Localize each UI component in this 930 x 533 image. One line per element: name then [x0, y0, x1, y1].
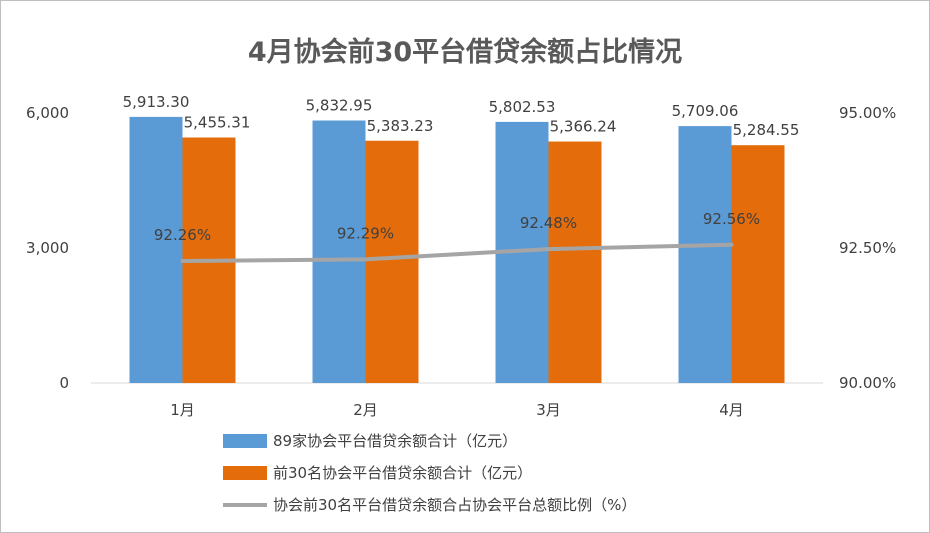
bars — [129, 116, 785, 384]
data-labels: 5,913.30 5,455.31 5,832.95 5,383.23 5,802.53… — [123, 93, 800, 244]
x-tick-label: 2月 — [353, 401, 378, 419]
bar-top30-label: 5,383.23 — [367, 117, 434, 135]
bar-total — [678, 126, 732, 384]
ratio-label: 92.48% — [520, 214, 577, 232]
bar-top30 — [365, 140, 419, 383]
ratio-point — [546, 247, 551, 252]
y-right-tick-label: 95.00% — [839, 104, 896, 122]
bar-top30-label: 5,455.31 — [184, 114, 251, 132]
bar-total — [312, 120, 366, 384]
legend-swatch-total — [223, 434, 267, 448]
legend: 89家协会平台借贷余额合计（亿元） 前30名协会平台借贷余额合计（亿元） 协会前30… — [223, 432, 636, 514]
y-left-tick-label: 0 — [59, 374, 69, 392]
bar-top30 — [731, 145, 785, 383]
bar-total-label: 5,802.53 — [489, 98, 556, 116]
legend-label-top30: 前30名协会平台借贷余额合计（亿元） — [273, 464, 532, 482]
bar-top30-label: 5,284.55 — [733, 121, 800, 139]
legend-label-ratio: 协会前30名平台借贷余额合占协会平台总额比例（%） — [273, 496, 636, 514]
legend-swatch-top30 — [223, 466, 267, 480]
bar-total-label: 5,913.30 — [123, 93, 190, 111]
bar-total — [129, 116, 183, 384]
chart-title: 4月协会前30平台借贷余额占比情况 — [248, 36, 682, 68]
ratio-line-layer — [180, 242, 734, 263]
ratio-label: 92.26% — [154, 226, 211, 244]
ratio-point — [729, 242, 734, 247]
legend-label-total: 89家协会平台借贷余额合计（亿元） — [273, 432, 517, 450]
ratio-point — [363, 257, 368, 262]
x-tick-label: 1月 — [170, 401, 195, 419]
y-right-tick-label: 90.00% — [839, 374, 896, 392]
ratio-label: 92.56% — [703, 210, 760, 228]
ratio-line — [182, 242, 732, 263]
y-right-tick-label: 92.50% — [839, 239, 896, 257]
bar-top30 — [548, 141, 602, 383]
y-left-tick-label: 3,000 — [26, 239, 69, 257]
ratio-label: 92.29% — [337, 224, 394, 242]
y-left-tick-label: 6,000 — [26, 104, 69, 122]
bar-top30-label: 5,366.24 — [550, 118, 617, 136]
x-tick-label: 3月 — [536, 401, 561, 419]
axes: 0 3,000 6,000 90.00% 92.50% 95.00% 1月 2月 3月 4月 — [26, 104, 896, 419]
bar-total-label: 5,709.06 — [672, 102, 739, 120]
x-tick-label: 4月 — [719, 401, 744, 419]
bar-total-label: 5,832.95 — [306, 97, 373, 115]
ratio-point — [180, 258, 185, 263]
